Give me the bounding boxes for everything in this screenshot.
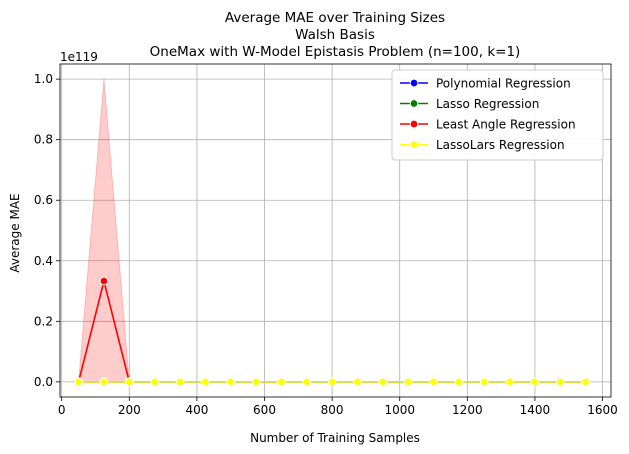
y-offset-label: 1e119 (60, 50, 98, 64)
x-tick-label: 800 (321, 403, 344, 417)
lassolars-regression-point (581, 377, 590, 387)
lassolars-regression-point (505, 377, 514, 387)
legend-polynomial-regression-marker (409, 78, 419, 88)
lassolars-regression-point (99, 377, 109, 387)
chart-title-line-3: OneMax with W-Model Epistasis Problem (n… (150, 44, 521, 60)
lassolars-regression-point (454, 377, 464, 387)
legend-lassolars-regression-label: LassoLars Regression (436, 138, 565, 152)
y-tick-label: 0.6 (34, 193, 53, 207)
lassolars-regression-point (175, 377, 185, 387)
x-tick-label: 1600 (587, 403, 618, 417)
lassolars-regression-point (226, 377, 235, 387)
y-axis-ticks: 0.0 0.2 0.4 0.6 0.8 1.0 (34, 72, 60, 389)
legend-least-angle-regression-label: Least Angle Regression (436, 118, 576, 132)
chart-title-line-2: Walsh Basis (295, 27, 375, 43)
y-tick-label: 0.8 (34, 133, 53, 147)
lassolars-regression-point (353, 377, 362, 387)
x-tick-label: 1000 (384, 403, 415, 417)
lassolars-regression-point (201, 377, 210, 387)
lassolars-regression-point (479, 377, 489, 387)
lassolars-regression-point (277, 377, 286, 387)
legend-least-angle-regression-marker (409, 119, 419, 129)
lassolars-regression-point (327, 377, 337, 387)
chart-title: Average MAE over Training Sizes Walsh Ba… (150, 10, 521, 60)
legend-box (391, 69, 604, 161)
confidence-bands (78, 79, 130, 383)
x-tick-label: 0 (58, 403, 66, 417)
x-tick-label: 600 (253, 403, 276, 417)
legend-lasso-regression-label: Lasso Regression (436, 97, 539, 111)
legend-polynomial-regression-label: Polynomial Regression (436, 77, 571, 91)
lassolars-regression-point (403, 377, 413, 387)
least-angle-regression-confidence-band (78, 79, 130, 383)
axes-frame (59, 63, 612, 398)
lassolars-regression-point (302, 377, 312, 387)
y-axis-label: Average MAE (8, 193, 22, 272)
lassolars-regression-point (530, 377, 540, 387)
x-tick-label: 200 (118, 403, 141, 417)
legend: Polynomial Regression Lasso Regression Lea… (391, 69, 604, 161)
lassolars-regression-point (125, 377, 134, 387)
y-tick-label: 0.4 (34, 254, 53, 268)
lassolars-regression-point (556, 377, 565, 387)
x-axis-ticks: 0 200 400 600 800 1000 1200 1400 1600 (58, 397, 618, 417)
y-tick-label: 0.2 (34, 314, 53, 328)
y-tick-label: 0.0 (34, 375, 53, 389)
x-tick-label: 400 (185, 403, 208, 417)
lassolars-regression-point (251, 377, 261, 387)
x-tick-label: 1400 (520, 403, 551, 417)
lassolars-regression-point (150, 377, 159, 387)
legend-lasso-regression-marker (409, 99, 419, 108)
lassolars-regression-point (74, 377, 83, 387)
x-axis-label: Number of Training Samples (250, 431, 420, 445)
series-markers (74, 276, 590, 387)
legend-lassolars-regression-marker (409, 140, 419, 149)
chart-title-line-1: Average MAE over Training Sizes (225, 10, 445, 26)
x-tick-label: 1200 (452, 403, 483, 417)
lassolars-regression-point (378, 377, 388, 387)
y-tick-label: 1.0 (34, 72, 53, 86)
least-angle-regression-point (99, 276, 109, 286)
lassolars-regression-point (429, 377, 438, 387)
